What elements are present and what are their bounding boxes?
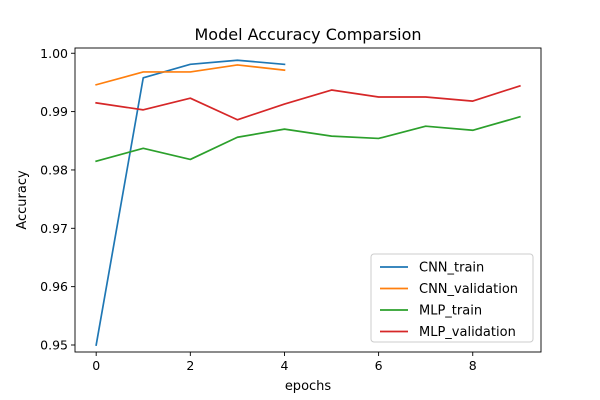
y-tick-label: 0.97 [40,221,68,236]
x-tick-label: 6 [375,358,383,373]
series-line-CNN_validation [95,64,286,86]
axis-ticks: 0 2 4 6 8 0.95 0.96 0.97 0.98 0.99 1.00 [40,46,477,373]
chart-title: Model Accuracy Comparsion [194,25,421,44]
series-line-MLP_validation [95,84,521,121]
legend-label-CNN_train: CNN_train [419,261,484,276]
y-axis-label: Accuracy [15,170,30,230]
legend-box [370,253,534,343]
y-tick-label: 0.95 [40,337,68,352]
y-tick-label: 0.96 [40,279,68,294]
y-tick-label: 0.98 [40,162,68,177]
x-tick-label: 4 [280,358,288,373]
x-tick-label: 2 [186,358,194,373]
x-tick-label: 0 [92,358,100,373]
series-line-MLP_train [95,115,521,163]
legend: CNN_train CNN_validation MLP_train MLP_vali… [370,253,534,343]
plot-area [74,47,542,353]
legend-label-CNN_validation: CNN_validation [419,282,518,297]
x-axis-label: epochs [285,379,332,394]
legend-label-MLP_validation: MLP_validation [419,325,516,340]
x-tick-label: 8 [469,358,477,373]
legend-label-MLP_train: MLP_train [419,304,482,319]
series-line-CNN_train [95,59,286,346]
y-tick-label: 0.99 [40,104,68,119]
axes-frame [74,47,542,353]
y-tick-label: 1.00 [40,46,68,61]
